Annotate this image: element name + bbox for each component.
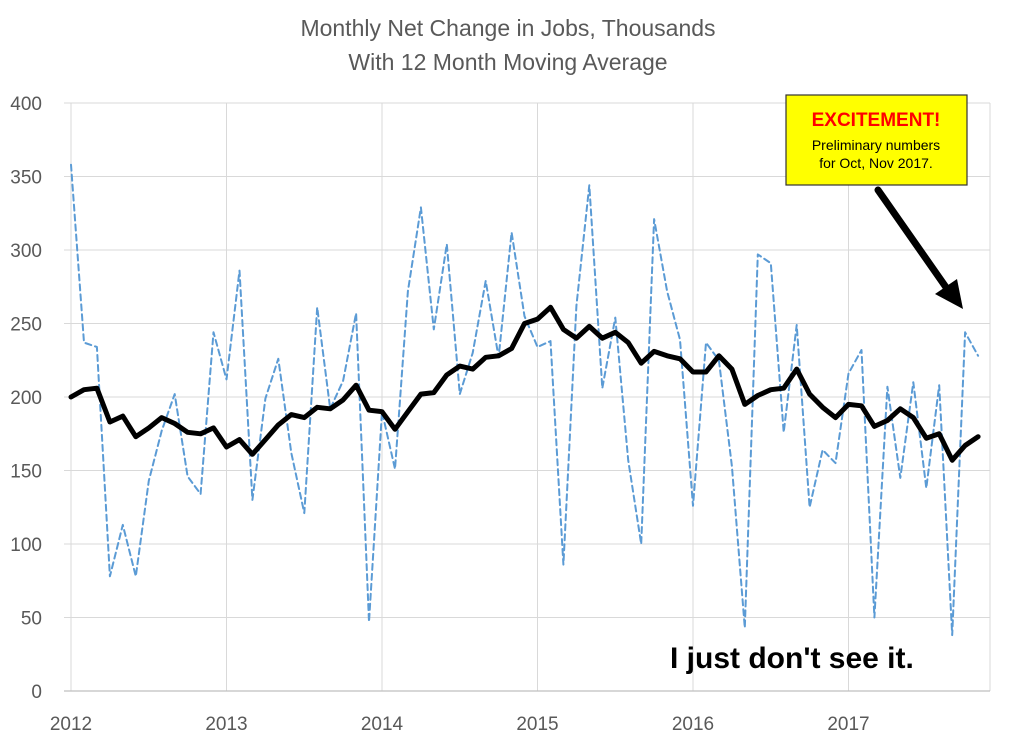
x-tick-label: 2014 (361, 714, 404, 735)
y-tick-label: 50 (21, 609, 42, 630)
note-text: I just don't see it. (670, 642, 914, 675)
x-tick-label: 2016 (672, 714, 714, 735)
monthly-change-line (70, 163, 980, 637)
y-tick-label: 0 (31, 682, 42, 703)
chart-subtitle: With 12 Month Moving Average (348, 49, 667, 75)
y-tick-label: 350 (10, 168, 42, 189)
callout-line-1: Preliminary numbers (812, 137, 940, 153)
y-tick-label: 250 (10, 315, 42, 336)
y-axis-ticks: 0 50 100 150 200 250 300 350 400 (10, 94, 42, 703)
x-axis-ticks: 2012 2013 2014 2015 2016 2017 (50, 714, 870, 735)
x-tick-label: 2017 (827, 714, 869, 735)
series-group (68, 163, 981, 637)
arrow-icon (874, 186, 963, 309)
callout-line-2: for Oct, Nov 2017. (819, 155, 933, 171)
y-tick-label: 300 (10, 241, 42, 262)
y-tick-label: 150 (10, 462, 42, 483)
chart-title: Monthly Net Change in Jobs, Thousands (300, 15, 715, 41)
callout-title: EXCITEMENT! (812, 110, 941, 131)
gridlines (64, 102, 991, 692)
arrow-head (935, 279, 963, 309)
y-tick-label: 100 (10, 535, 42, 556)
x-tick-label: 2013 (205, 714, 247, 735)
y-tick-label: 400 (10, 94, 42, 115)
callout-box (785, 94, 968, 186)
moving-average-line (68, 304, 981, 463)
arrow-shaft (874, 186, 954, 297)
x-tick-label: 2015 (516, 714, 558, 735)
y-tick-label: 200 (10, 388, 42, 409)
x-tick-label: 2012 (50, 714, 92, 735)
callout: EXCITEMENT! Preliminary numbers for Oct,… (785, 94, 968, 186)
